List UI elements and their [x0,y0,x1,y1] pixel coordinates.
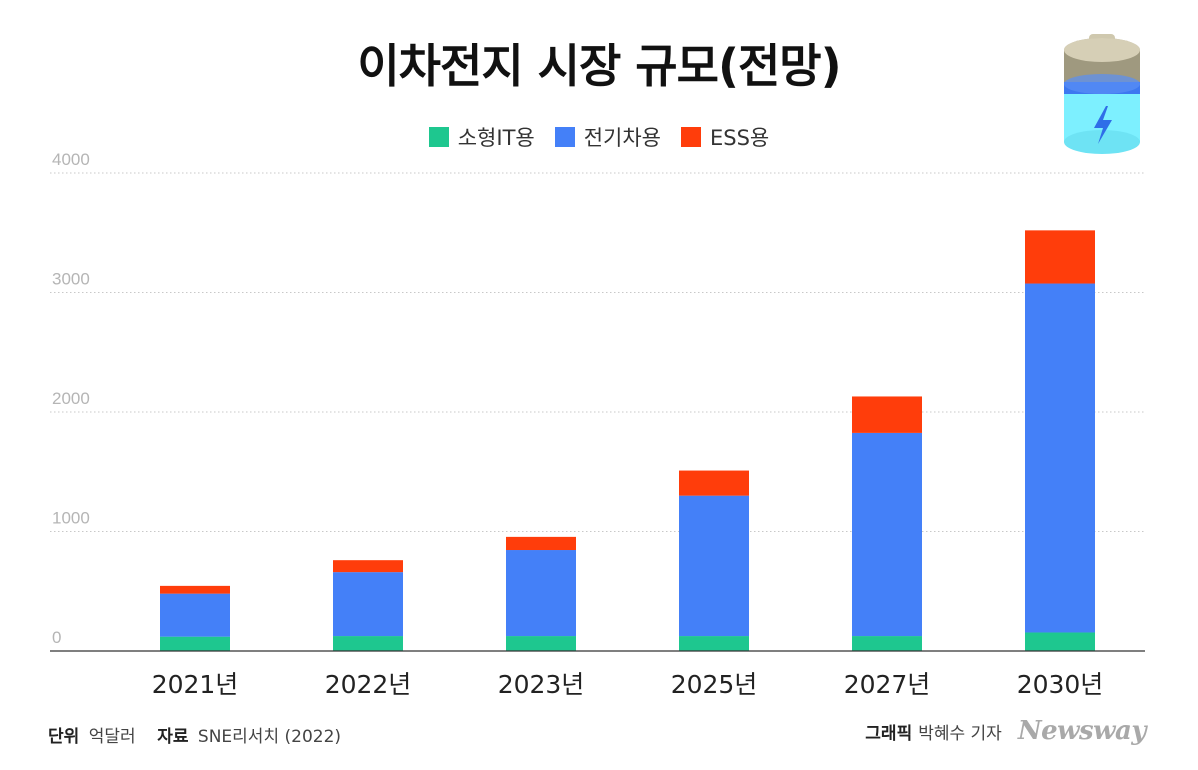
bar-2022년-전기차용 [333,572,403,637]
bar-2030년-ESS용 [1025,230,1095,284]
bar-2023년-소형IT용 [506,636,576,651]
unit-label: 단위 [48,727,80,747]
battery-icon [1064,34,1140,154]
legend-item-small-it: 소형IT용 [428,122,535,152]
y-tick-label-0: 0 [52,628,61,647]
bar-2022년-ESS용 [333,560,403,573]
x-tick-label-1: 2022년 [325,670,412,699]
legend: 소형IT용 전기차용 ESS용 [0,122,1198,152]
legend-item-ess: ESS용 [681,122,769,152]
bar-2023년-ESS용 [506,536,576,551]
y-tick-label-1000: 1000 [52,509,90,528]
credit-label: 그래픽 [865,724,913,744]
legend-swatch-ev [554,127,575,147]
bar-2025년-소형IT용 [679,636,749,651]
legend-label-ess: ESS용 [710,126,770,150]
footer-credit: 그래픽 박혜수 기자 Newsway [865,716,1146,746]
footer-source: 단위 억달러 자료 SNE리서치 (2022) [48,722,341,747]
x-tick-label-2: 2023년 [498,670,585,699]
source-label: 자료 [157,727,189,747]
legend-swatch-small-it [428,127,449,147]
y-tick-label-4000: 4000 [52,150,90,169]
bar-2027년-소형IT용 [852,636,922,651]
bar-2025년-ESS용 [679,470,749,496]
legend-item-ev: 전기차용 [554,122,661,152]
legend-label-ev: 전기차용 [583,126,661,150]
x-tick-label-4: 2027년 [844,670,931,699]
bar-2030년-소형IT용 [1025,632,1095,651]
bar-2021년-소형IT용 [160,636,230,651]
bar-2022년-소형IT용 [333,636,403,651]
bar-2021년-전기차용 [160,593,230,637]
credit-value: 박혜수 기자 [918,724,1002,744]
source-value: SNE리서치 (2022) [197,727,342,747]
legend-swatch-ess [681,127,701,147]
bar-2023년-전기차용 [506,550,576,637]
x-tick-label-0: 2021년 [152,670,239,699]
y-tick-label-2000: 2000 [52,389,90,408]
bar-2021년-ESS용 [160,585,230,594]
chart-title: 이차전지 시장 규모(전망) [357,39,841,93]
x-tick-label-5: 2030년 [1017,670,1104,699]
unit-value: 억달러 [88,727,136,747]
bar-2027년-ESS용 [852,396,922,433]
brand-logo: Newsway [1017,716,1147,746]
bar-2030년-전기차용 [1025,283,1095,633]
bar-2027년-전기차용 [852,432,922,637]
x-tick-label-3: 2025년 [671,670,758,699]
y-tick-label-3000: 3000 [52,270,90,289]
legend-label-small-it: 소형IT용 [457,126,535,150]
bar-2025년-전기차용 [679,495,749,637]
